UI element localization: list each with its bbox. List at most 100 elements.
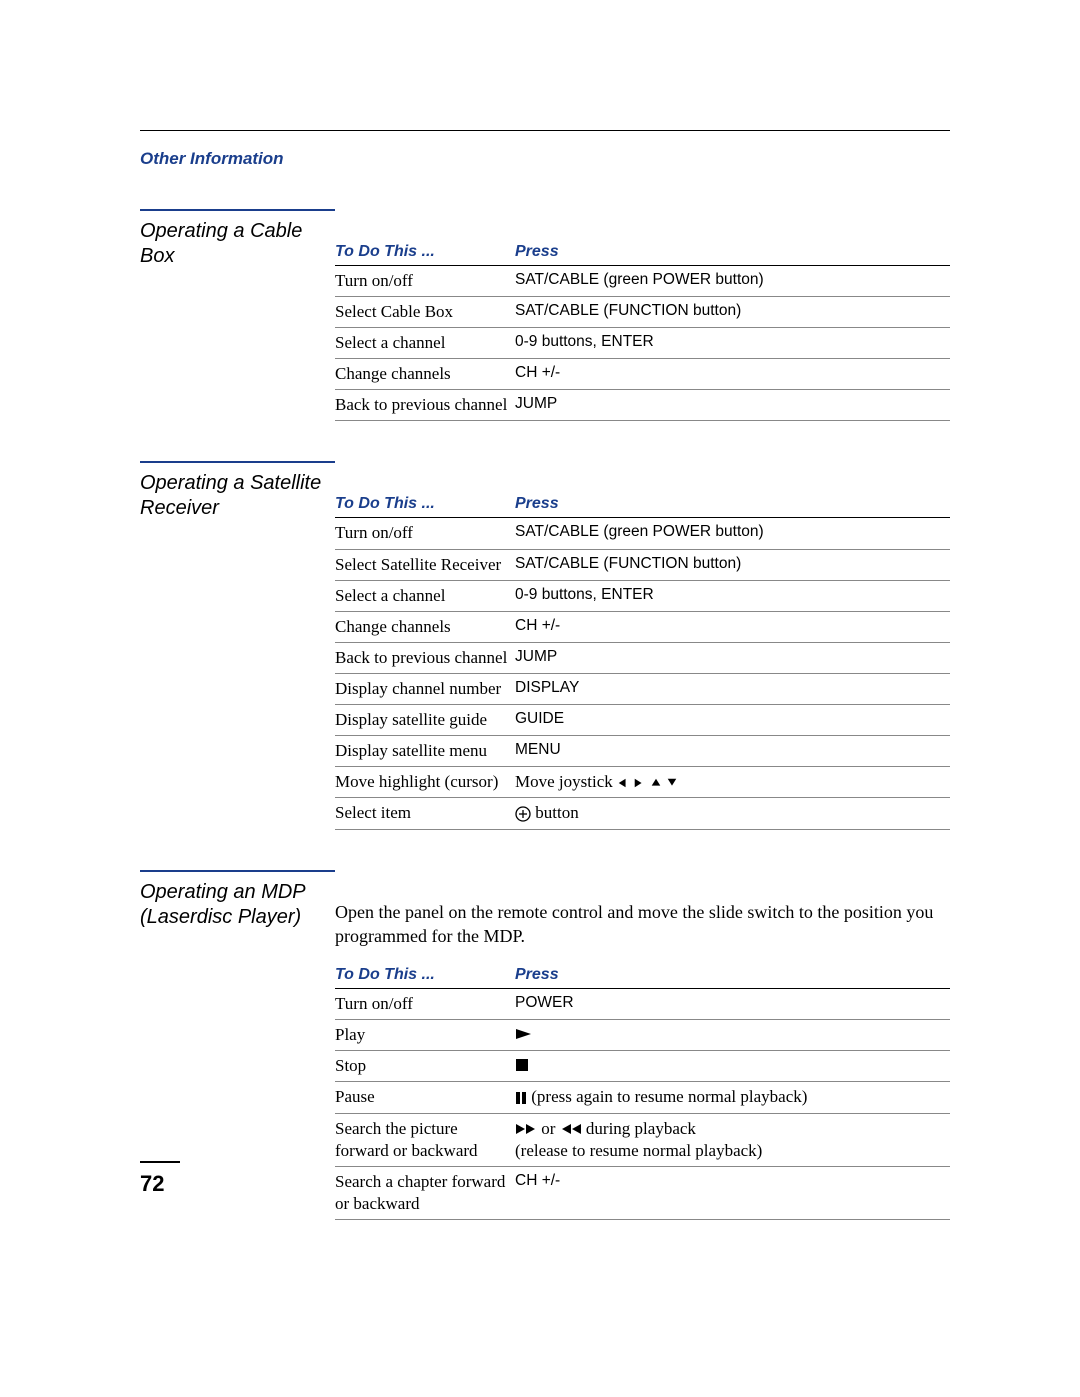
table-row: Back to previous channel JUMP [335, 390, 950, 421]
fast-forward-icon [515, 1121, 537, 1138]
section-body: To Do This ... Press Turn on/off SAT/CAB… [335, 209, 950, 421]
press-cell: 0-9 buttons, ENTER [515, 328, 950, 359]
breadcrumb: Other Information [140, 149, 950, 169]
rewind-icon [560, 1121, 582, 1138]
press-cell [515, 1051, 950, 1082]
press-cell: Move joystick [515, 767, 950, 798]
press-cell: JUMP [515, 642, 950, 673]
table-row: Select a channel 0-9 buttons, ENTER [335, 328, 950, 359]
table-row: Select Cable Box SAT/CABLE (FUNCTION but… [335, 297, 950, 328]
press-cell: SAT/CABLE (green POWER button) [515, 518, 950, 549]
section-title: Operating a Cable Box [140, 209, 335, 421]
press-cell: DISPLAY [515, 673, 950, 704]
section: Operating an MDP (Laserdisc Player)Open … [140, 870, 950, 1220]
press-text: button [531, 803, 579, 822]
press-cell: button [515, 798, 950, 829]
arrow-up-icon [650, 774, 662, 791]
table-row: Move highlight (cursor) Move joystick [335, 767, 950, 798]
press-text: (release to resume normal playback) [515, 1141, 762, 1160]
pause-icon [515, 1089, 527, 1106]
table-row: Search a chapter forward or backward CH … [335, 1166, 950, 1219]
press-text: SAT/CABLE (green POWER button) [515, 523, 764, 540]
press-text: JUMP [515, 648, 557, 665]
press-text: GUIDE [515, 710, 564, 727]
section-body: Open the panel on the remote control and… [335, 870, 950, 1220]
press-cell: or during playback(release to resume nor… [515, 1113, 950, 1166]
action-cell: Turn on/off [335, 518, 515, 549]
action-cell: Back to previous channel [335, 642, 515, 673]
press-cell: 0-9 buttons, ENTER [515, 580, 950, 611]
stop-icon [515, 1056, 529, 1073]
column-header-action: To Do This ... [335, 962, 515, 989]
press-text: POWER [515, 994, 574, 1011]
press-text: SAT/CABLE (FUNCTION button) [515, 302, 741, 319]
action-cell: Select Satellite Receiver [335, 549, 515, 580]
column-header-press: Press [515, 491, 950, 518]
page-number: 72 [140, 1165, 164, 1197]
table-row: Pause (press again to resume normal play… [335, 1082, 950, 1113]
press-cell: MENU [515, 736, 950, 767]
instruction-table: To Do This ... Press Turn on/off POWERPl… [335, 962, 950, 1220]
press-text: (press again to resume normal playback) [527, 1087, 807, 1106]
top-rule [140, 130, 950, 131]
press-cell: POWER [515, 989, 950, 1020]
press-cell: (press again to resume normal playback) [515, 1082, 950, 1113]
column-header-press: Press [515, 239, 950, 266]
press-cell: CH +/- [515, 611, 950, 642]
table-row: Change channels CH +/- [335, 611, 950, 642]
press-cell: CH +/- [515, 1166, 950, 1219]
column-header-action: To Do This ... [335, 239, 515, 266]
action-cell: Select a channel [335, 328, 515, 359]
instruction-table: To Do This ... Press Turn on/off SAT/CAB… [335, 239, 950, 421]
column-header-action: To Do This ... [335, 491, 515, 518]
page-number-rule [140, 1161, 180, 1163]
action-cell: Select Cable Box [335, 297, 515, 328]
play-icon [515, 1025, 533, 1042]
table-row: Stop [335, 1051, 950, 1082]
press-text: CH +/- [515, 364, 560, 381]
section-title: Operating an MDP (Laserdisc Player) [140, 870, 335, 1220]
section-title: Operating a Satellite Receiver [140, 461, 335, 829]
action-cell: Select item [335, 798, 515, 829]
action-cell: Turn on/off [335, 266, 515, 297]
arrow-left-icon [617, 774, 629, 791]
action-cell: Play [335, 1020, 515, 1051]
press-text: CH +/- [515, 617, 560, 634]
press-text: CH +/- [515, 1172, 560, 1189]
action-cell: Stop [335, 1051, 515, 1082]
action-cell: Pause [335, 1082, 515, 1113]
table-row: Search the picture forward or backward o… [335, 1113, 950, 1166]
action-cell: Display satellite menu [335, 736, 515, 767]
arrow-down-icon [666, 774, 678, 791]
action-cell: Search a chapter forward or backward [335, 1166, 515, 1219]
action-cell: Move highlight (cursor) [335, 767, 515, 798]
press-text: SAT/CABLE (FUNCTION button) [515, 555, 741, 572]
press-cell: SAT/CABLE (green POWER button) [515, 266, 950, 297]
press-cell: SAT/CABLE (FUNCTION button) [515, 297, 950, 328]
table-row: Select Satellite Receiver SAT/CABLE (FUN… [335, 549, 950, 580]
press-text: 0-9 buttons, ENTER [515, 586, 654, 603]
action-cell: Display channel number [335, 673, 515, 704]
action-cell: Select a channel [335, 580, 515, 611]
action-cell: Back to previous channel [335, 390, 515, 421]
column-header-press: Press [515, 962, 950, 989]
section-body: To Do This ... Press Turn on/off SAT/CAB… [335, 461, 950, 829]
action-cell: Display satellite guide [335, 705, 515, 736]
press-cell: SAT/CABLE (FUNCTION button) [515, 549, 950, 580]
press-cell: JUMP [515, 390, 950, 421]
table-row: Display channel number DISPLAY [335, 673, 950, 704]
action-cell: Change channels [335, 611, 515, 642]
table-row: Play [335, 1020, 950, 1051]
table-row: Select item button [335, 798, 950, 829]
press-cell [515, 1020, 950, 1051]
instruction-table: To Do This ... Press Turn on/off SAT/CAB… [335, 491, 950, 829]
press-text: JUMP [515, 395, 557, 412]
press-text: Move joystick [515, 772, 617, 791]
section-intro: Open the panel on the remote control and… [335, 900, 950, 949]
action-cell: Change channels [335, 359, 515, 390]
section: Operating a Cable Box To Do This ... Pre… [140, 209, 950, 421]
table-row: Change channels CH +/- [335, 359, 950, 390]
table-row: Turn on/off SAT/CABLE (green POWER butto… [335, 518, 950, 549]
press-text: 0-9 buttons, ENTER [515, 333, 654, 350]
press-text: MENU [515, 741, 561, 758]
